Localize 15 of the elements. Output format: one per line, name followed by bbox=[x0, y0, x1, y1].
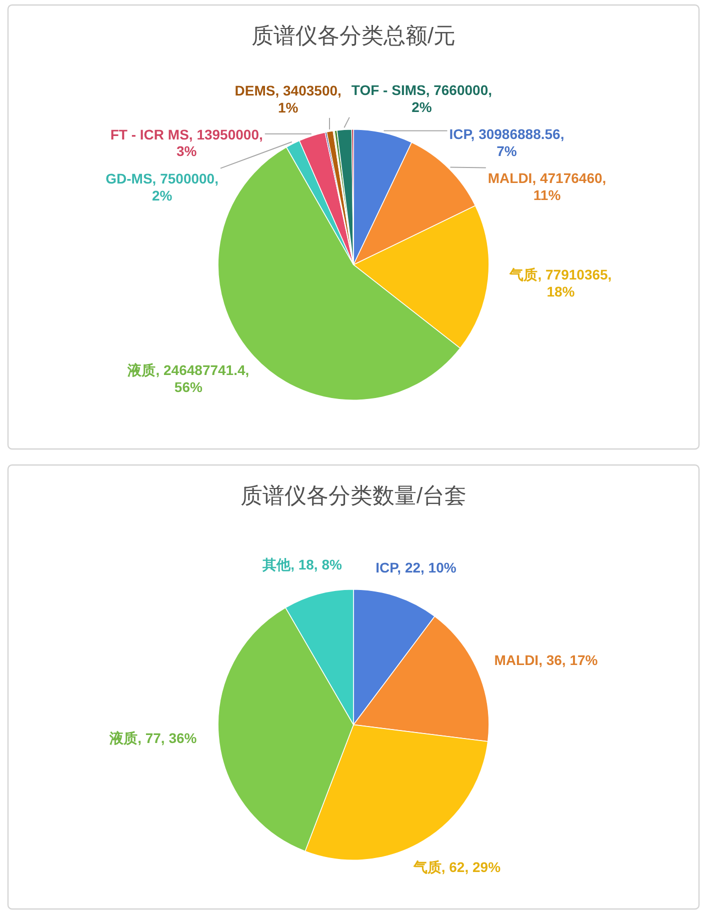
slice-label: TOF - SIMS, 7660000, 2% bbox=[351, 82, 492, 115]
chart-title: 质谱仪各分类数量/台套 bbox=[240, 483, 467, 508]
slice-label: ICP, 22, 10% bbox=[376, 559, 457, 576]
slice-label: 气质, 62, 29% bbox=[412, 858, 502, 875]
slice-label: 气质, 77910365, 18% bbox=[508, 266, 612, 300]
slice-label: 液质, 246487741.4, 56% bbox=[126, 362, 250, 395]
slice-label: ICP, 30986888.56, 7% bbox=[449, 126, 564, 159]
slice-label: 液质, 77, 36% bbox=[108, 730, 198, 746]
slice-label: FT - ICR MS, 13950000, 3% bbox=[110, 126, 263, 160]
slice-label: MALDI, 47176460, 11% bbox=[488, 170, 606, 203]
chart-title: 质谱仪各分类总额/元 bbox=[251, 23, 456, 48]
slice-label: DEMS, 3403500, 1% bbox=[234, 82, 342, 116]
slice-label: 其他, 18, 8% bbox=[262, 556, 342, 573]
slice-label: MALDI, 36, 17% bbox=[494, 652, 598, 668]
slice-label: GD-MS, 7500000, 2% bbox=[106, 170, 218, 204]
